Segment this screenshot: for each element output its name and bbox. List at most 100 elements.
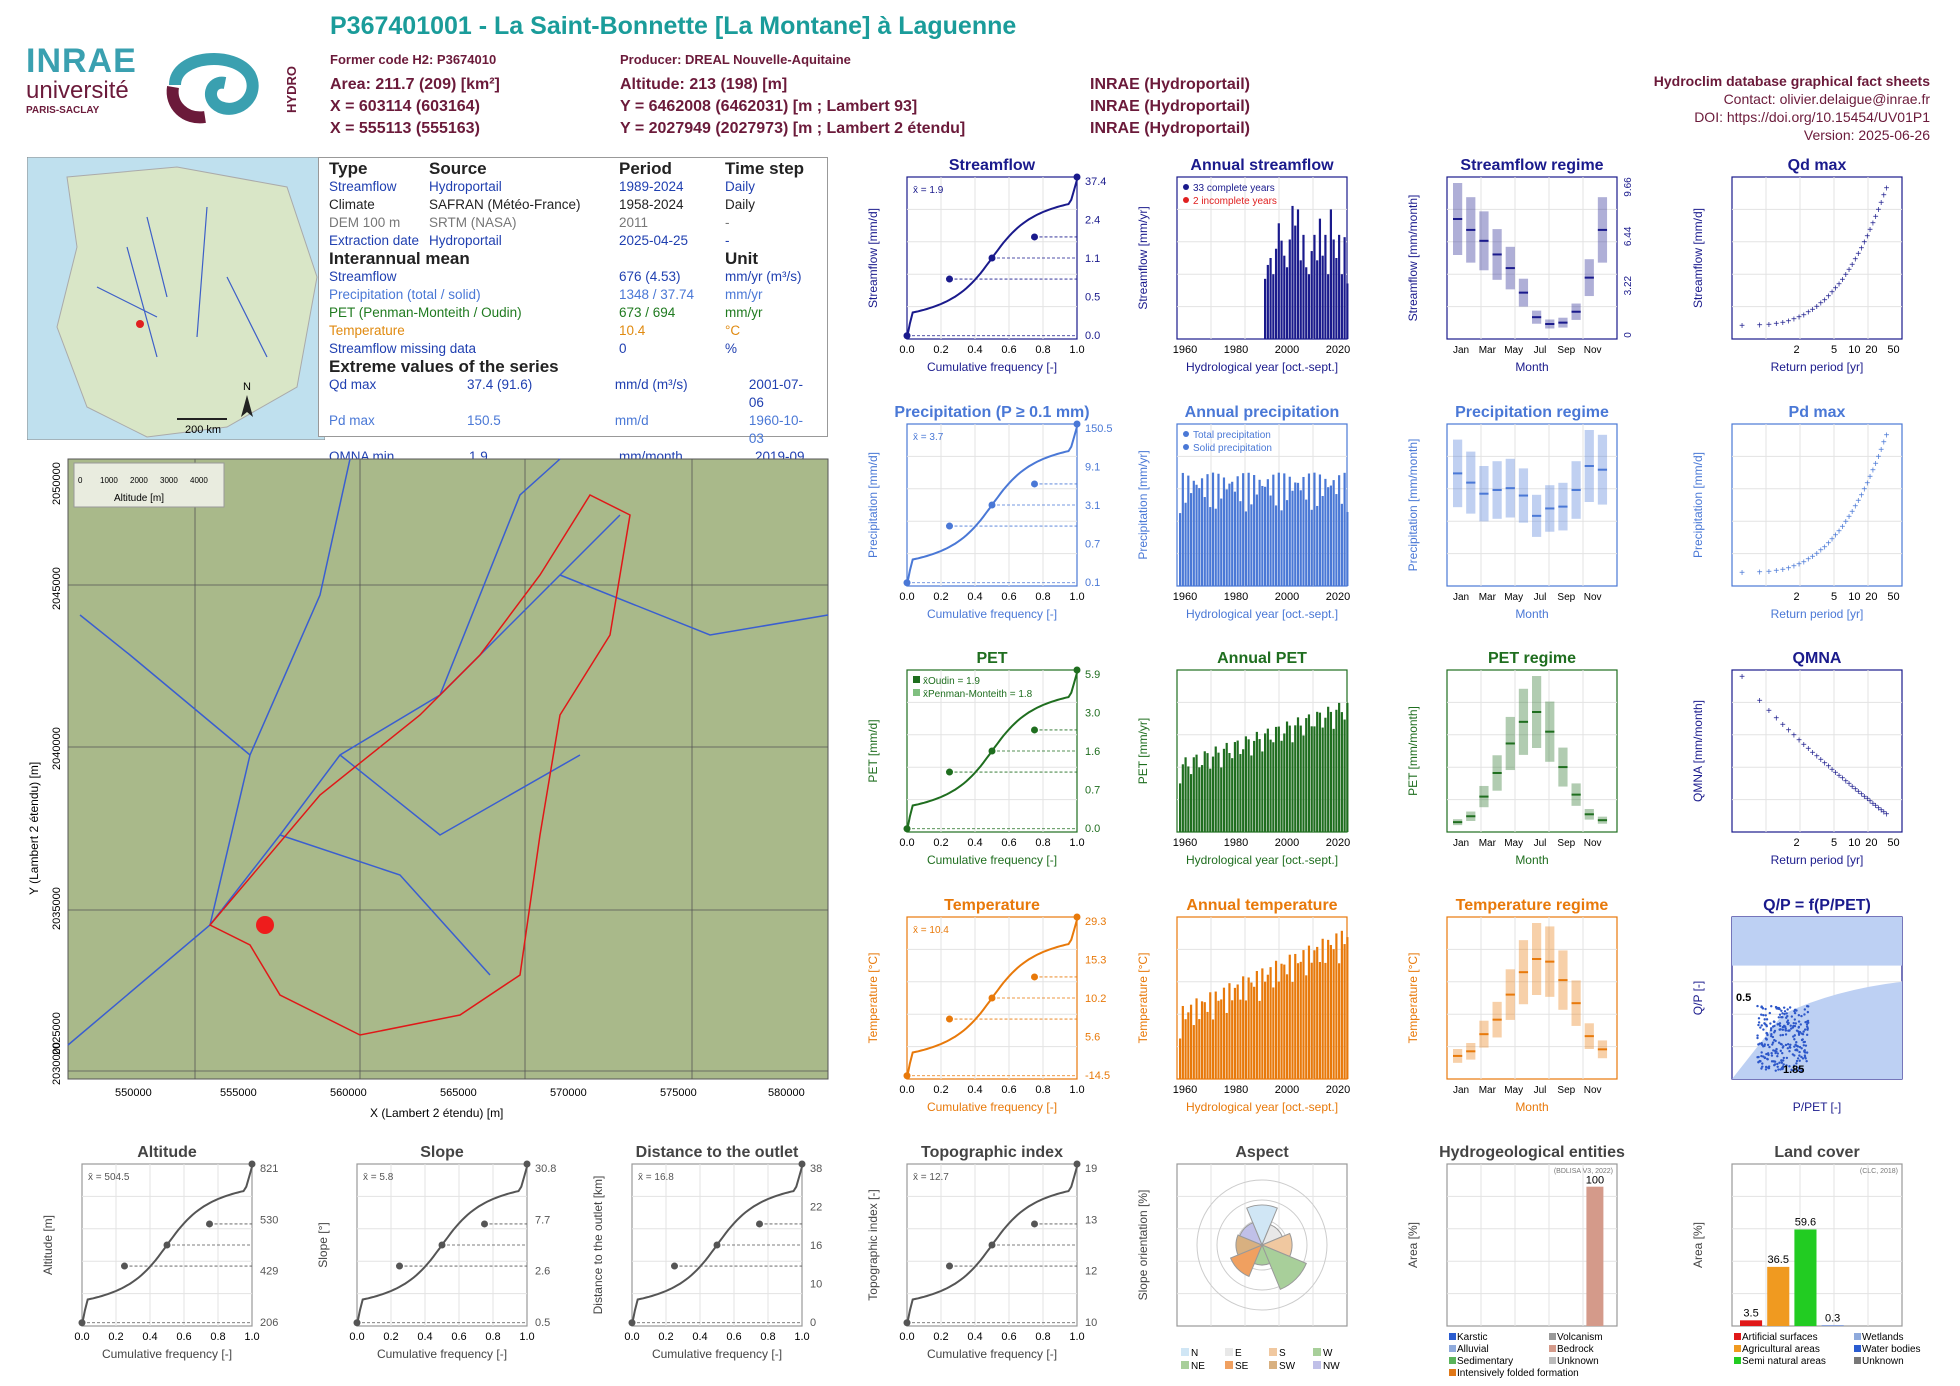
annual-bar [1261, 968, 1264, 1079]
qp-point [1760, 1005, 1763, 1008]
annual-bar [1346, 702, 1349, 832]
x-tick-label: 1980 [1224, 591, 1248, 603]
qp-point [1771, 1041, 1775, 1044]
annual-bar [1181, 764, 1184, 832]
qp-point [1771, 1043, 1774, 1046]
x-tick-label: 0.6 [1001, 344, 1016, 356]
annual-bar [1222, 987, 1226, 1079]
x-axis-label: Hydrological year [oct.-sept.] [1186, 853, 1338, 867]
x-tick-label: 0.2 [933, 1331, 948, 1343]
qp-point [1793, 1045, 1796, 1048]
chart-distance: Distance to the outlet Distance to the ou… [591, 1144, 822, 1361]
qp-point [1774, 1039, 1777, 1043]
header-right: Hydroclim database graphical fact sheets… [1653, 73, 1930, 143]
annual-bar [1266, 728, 1269, 832]
return-point: + [1878, 445, 1884, 456]
annual-bar [1291, 490, 1294, 586]
qp-point [1773, 1029, 1777, 1033]
y-axis-label: Precipitation [mm/d] [866, 452, 880, 558]
annual-bar [1266, 974, 1269, 1079]
return-point: + [1810, 748, 1816, 759]
qp-point [1760, 1054, 1763, 1058]
annual-bar [1302, 735, 1305, 832]
mean-label: x̄ = 504.5 [88, 1172, 130, 1183]
legend-label: NE [1191, 1361, 1205, 1372]
annual-bar [1318, 474, 1322, 586]
qp-point [1773, 1024, 1776, 1028]
chart-annual_precipitation: Annual precipitation Precipitation [mm/yr… [1136, 404, 1350, 621]
annual-bar [1214, 991, 1217, 1079]
chart-pet_regime: PET regime PET [mm/month] Month Jan Mar May Ju… [1406, 650, 1618, 867]
annual-bar [1288, 239, 1291, 339]
qp-point [1797, 1013, 1801, 1017]
annual-bar [1200, 765, 1204, 832]
return-point: + [1843, 270, 1849, 281]
quantile-point [1073, 420, 1081, 428]
annual-bar [1299, 725, 1302, 832]
map-ytick: 2045000 [51, 567, 63, 610]
legend-label: Wetlands [1862, 1332, 1904, 1343]
annual-bar [1198, 1019, 1201, 1079]
annual-bar [1274, 505, 1278, 586]
x-tick-label: 0.8 [1035, 1084, 1050, 1096]
source-label: (CLC, 2018) [1860, 1168, 1898, 1175]
return-point: + [1805, 555, 1811, 566]
qp-point [1765, 1031, 1768, 1035]
map-xtick: 575000 [660, 1087, 697, 1099]
annual-bar [1318, 712, 1322, 832]
annual-bar [1253, 986, 1256, 1079]
plot-frame [1446, 176, 1618, 340]
legend-label: SW [1279, 1361, 1296, 1372]
x-tick-label: Jan [1453, 1085, 1469, 1096]
qp-point [1763, 1056, 1767, 1060]
plot-frame [1176, 1163, 1348, 1327]
return-point: + [1881, 438, 1887, 449]
qp-point [1756, 1036, 1759, 1040]
annual-bar [1258, 479, 1261, 586]
map-xlabel: X (Lambert 2 étendu) [m] [370, 1106, 503, 1120]
return-point: + [1846, 512, 1852, 523]
source-label: (BDLISA V3, 2022) [1554, 1168, 1613, 1175]
x-axis-label: Hydrological year [oct.-sept.] [1186, 1100, 1338, 1114]
annual-bar [1288, 725, 1291, 832]
chart-title: Precipitation regime [1455, 404, 1609, 421]
rose-sector [1239, 1222, 1263, 1246]
return-point: + [1773, 566, 1779, 577]
x-tick-label: 1980 [1224, 1084, 1248, 1096]
plot-frame [1731, 1163, 1903, 1327]
legend-swatch [1734, 1333, 1741, 1340]
annual-bar [1338, 963, 1341, 1079]
qp-point [1767, 1065, 1771, 1068]
return-point: + [1876, 452, 1882, 463]
annual-bar [1214, 746, 1217, 832]
x-tick-label: 2020 [1326, 837, 1350, 849]
annual-bar [1296, 209, 1300, 339]
qp-point [1779, 1049, 1782, 1053]
y-axis-label: PET [mm/d] [866, 719, 880, 782]
annual-bar [1206, 753, 1209, 832]
annual-bar [1274, 960, 1278, 1079]
source-1: INRAE (Hydroportail) [1090, 76, 1250, 93]
return-point: + [1822, 758, 1828, 769]
x-axis-label: Month [1515, 1100, 1548, 1114]
map-ytick: 2040000 [51, 727, 63, 770]
annual-bar [1346, 937, 1349, 1079]
annual-bar [1225, 1012, 1228, 1079]
rose-sector [1246, 1204, 1278, 1247]
map-xtick: 570000 [550, 1087, 587, 1099]
qp-point [1758, 1042, 1761, 1045]
return-point: + [1864, 231, 1870, 242]
qp-point [1780, 1009, 1783, 1012]
chart-annual_streamflow: Annual streamflow Streamflow [mm/yr] Hydro… [1136, 157, 1350, 374]
qp-point [1769, 1027, 1773, 1030]
x-axis-label: P/PET [-] [1793, 1100, 1841, 1114]
qp-point [1781, 1046, 1785, 1049]
x-tick-label: 2020 [1326, 591, 1350, 603]
rose-sector [1261, 1244, 1307, 1290]
legend-label: Unknown [1862, 1356, 1904, 1367]
annual-bar [1253, 475, 1256, 586]
legend-swatch [1734, 1357, 1741, 1364]
annual-bar [1321, 255, 1324, 339]
annual-bar [1277, 726, 1280, 832]
return-point: + [1757, 321, 1763, 332]
